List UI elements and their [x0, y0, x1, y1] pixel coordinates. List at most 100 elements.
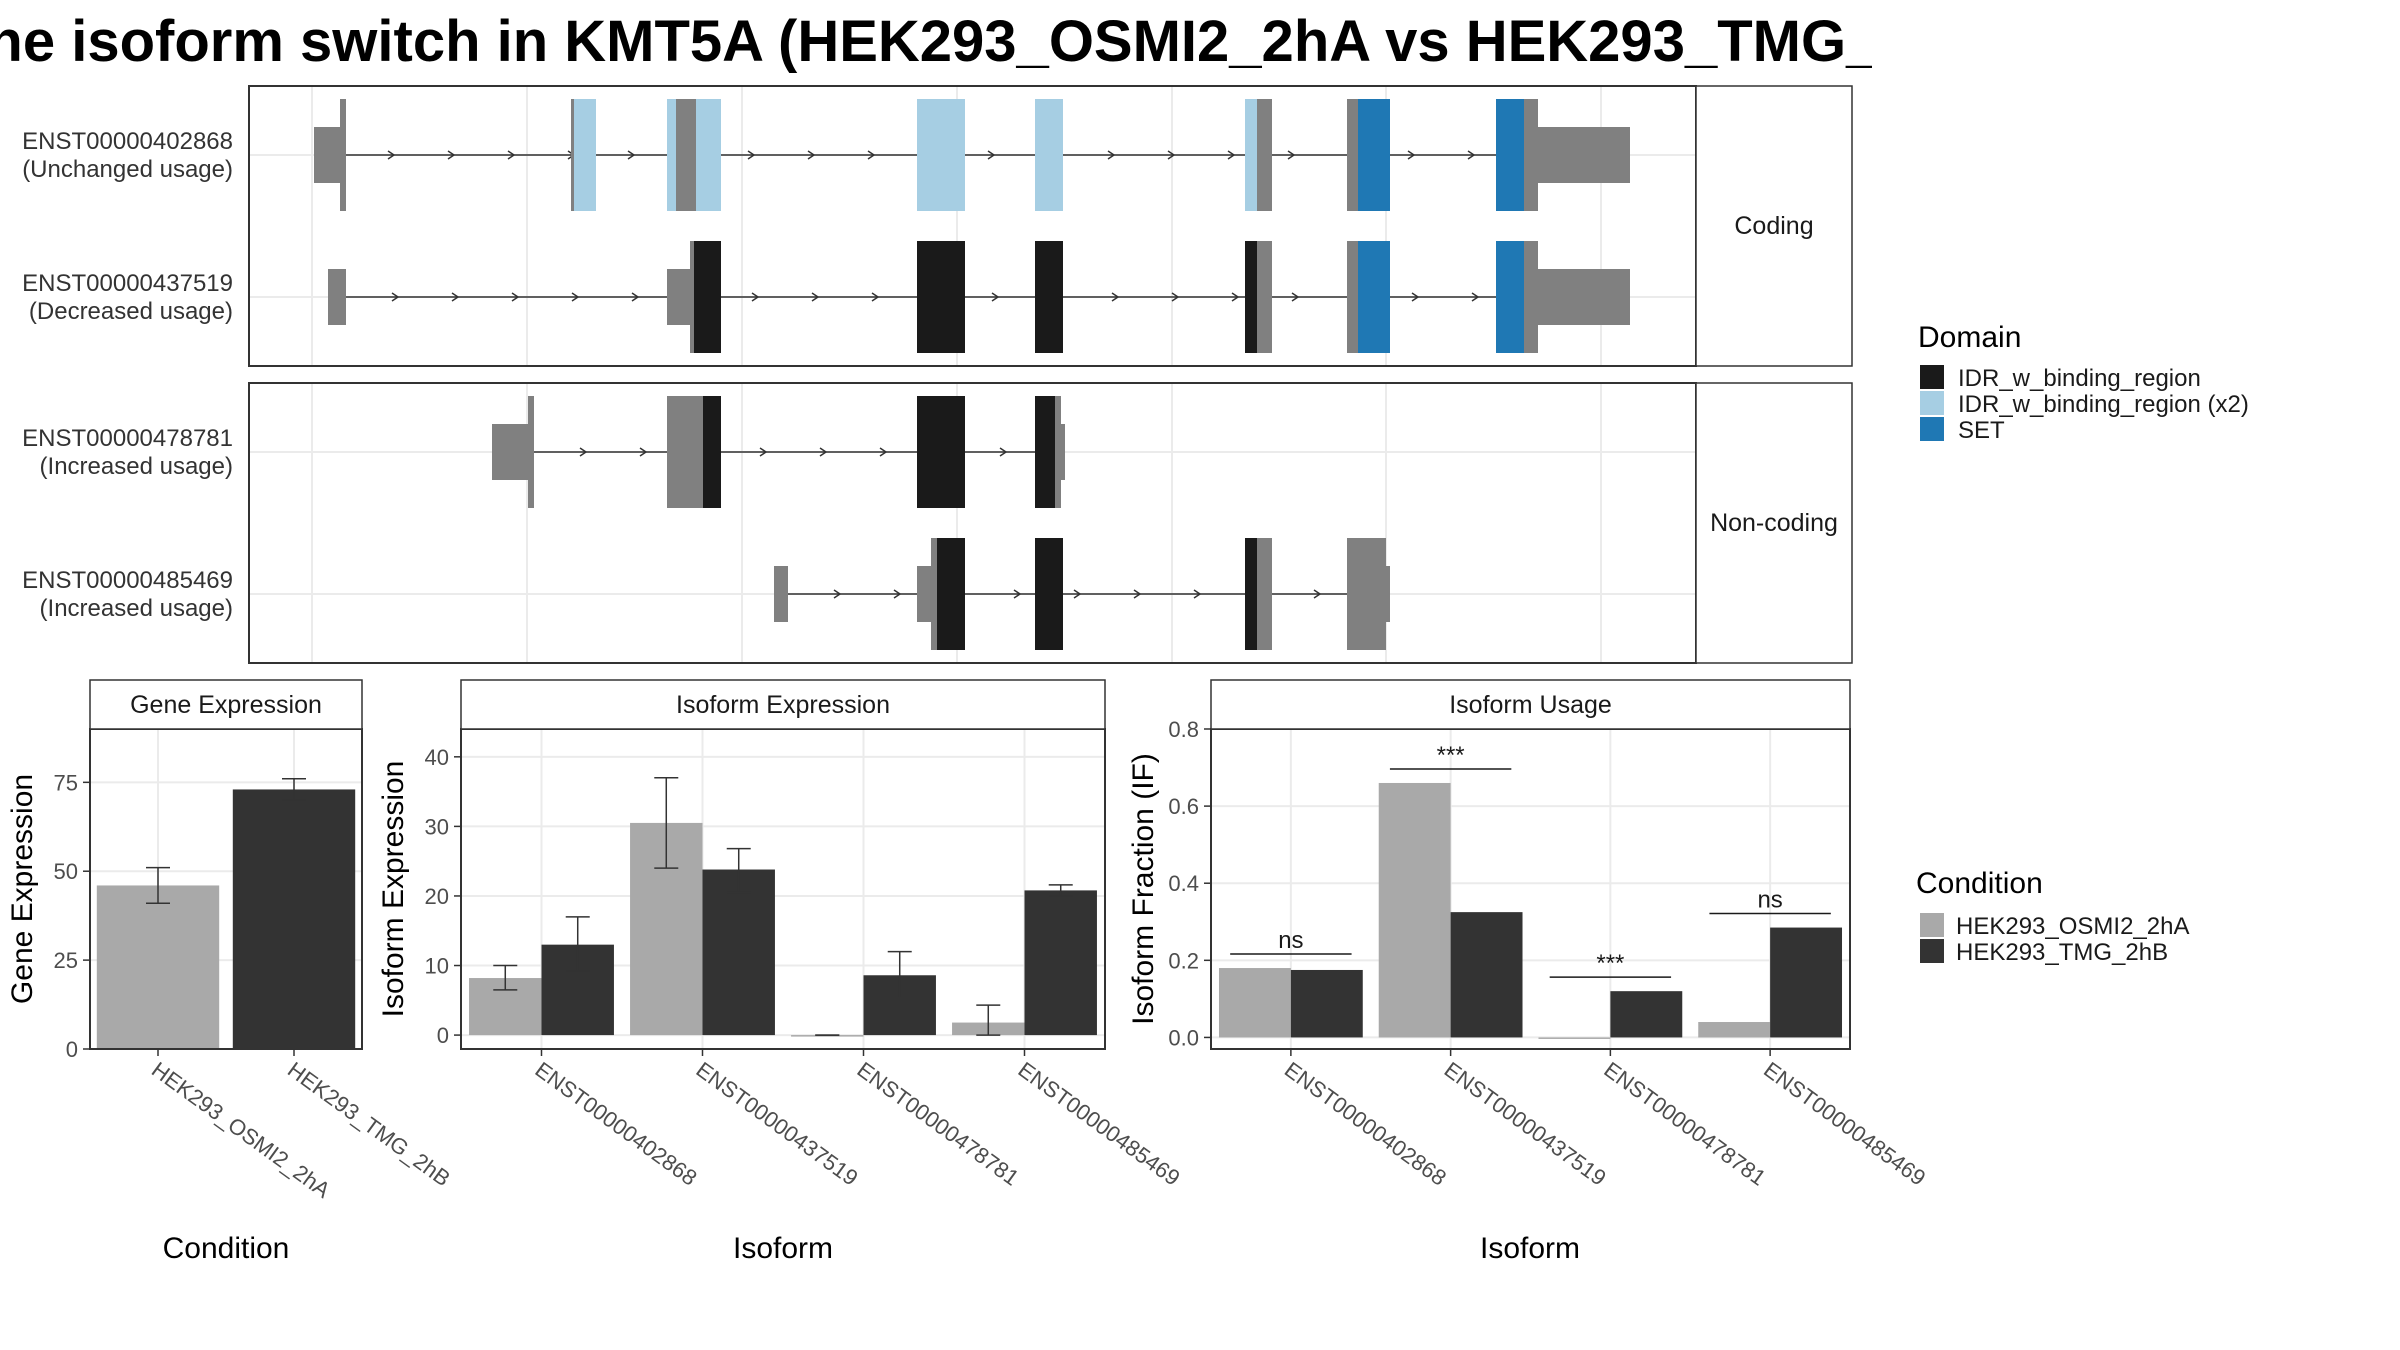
strand-arrow — [511, 292, 520, 302]
y-tick-label: 40 — [425, 745, 449, 770]
facet-strip-coding — [1695, 85, 1853, 367]
strand-arrow — [1467, 150, 1476, 160]
coding-exon — [667, 396, 703, 508]
bar — [232, 789, 356, 1049]
coding-exon — [1257, 538, 1272, 650]
x-tick-label: ENST00000402868 — [1280, 1057, 1451, 1191]
x-axis-title: Isoform — [733, 1232, 833, 1265]
transcript-status-4: (Increased usage) — [40, 595, 233, 622]
bar — [1218, 968, 1291, 1038]
coding-exon — [703, 396, 721, 508]
strand-arrow — [893, 589, 902, 599]
coding-exon — [917, 241, 965, 353]
x-tick-label: ENST00000437519 — [1440, 1057, 1611, 1191]
bar — [702, 869, 775, 1036]
strand-arrow — [999, 447, 1008, 457]
coding-exon — [1496, 241, 1524, 353]
transcript-structure-plot: Coding Non-coding ENST00000402868 (Uncha… — [22, 85, 1853, 664]
x-tick-label: ENST00000478781 — [853, 1057, 1024, 1191]
coding-exon — [1524, 241, 1538, 353]
condition-legend: Condition HEK293_OSMI2_2hA HEK293_TMG_2h… — [1916, 867, 2189, 966]
utr-exon — [917, 566, 931, 622]
strand-arrow — [1193, 589, 1202, 599]
chart-title: Isoform Expression — [676, 691, 890, 719]
significance-label: ns — [1757, 887, 1782, 914]
coding-panel-frame — [248, 85, 1697, 367]
y-tick-label: 10 — [425, 954, 449, 979]
coding-exon — [1496, 99, 1524, 211]
bar — [1770, 927, 1843, 1038]
strand-arrow — [1291, 292, 1300, 302]
significance-label: *** — [1596, 950, 1624, 977]
strand-arrow — [639, 447, 648, 457]
coding-exon — [571, 99, 574, 211]
strand-arrow — [747, 150, 756, 160]
y-tick-label: 0 — [66, 1037, 78, 1062]
strand-arrow — [579, 447, 588, 457]
bar — [1290, 969, 1363, 1038]
y-tick-label: 20 — [425, 884, 449, 909]
coding-exon — [917, 99, 965, 211]
strand-arrow — [807, 150, 816, 160]
strand-arrow — [811, 292, 820, 302]
strand-arrow — [627, 150, 636, 160]
strand-arrow — [1133, 589, 1142, 599]
coding-exon — [1245, 99, 1257, 211]
legend-swatch-set — [1920, 417, 1944, 441]
transcript-label-4: ENST00000485469 — [22, 567, 233, 594]
y-tick-label: 0.4 — [1168, 871, 1199, 896]
legend-label-osmi2: HEK293_OSMI2_2hA — [1956, 913, 2189, 940]
transcript-status-2: (Decreased usage) — [29, 298, 233, 325]
strand-arrow — [1471, 292, 1480, 302]
bar — [96, 885, 220, 1049]
legend-label-idr: IDR_w_binding_region — [1958, 365, 2201, 392]
coding-exon — [937, 538, 965, 650]
coding-exon — [694, 241, 721, 353]
y-tick-label: 0.6 — [1168, 794, 1199, 819]
coding-exon — [1257, 241, 1272, 353]
strand-arrow — [1111, 292, 1120, 302]
coding-exon — [1035, 241, 1063, 353]
x-tick-label: ENST00000485469 — [1759, 1057, 1930, 1191]
strand-arrow — [1013, 589, 1022, 599]
utr-exon — [667, 269, 690, 325]
strand-arrow — [1313, 589, 1322, 599]
coding-exon — [1358, 99, 1390, 211]
condition-legend-title: Condition — [1916, 867, 2043, 900]
coding-exon — [1358, 241, 1390, 353]
strand-arrow — [819, 447, 828, 457]
utr-exon — [1061, 424, 1065, 480]
coding-exon — [1524, 99, 1538, 211]
chart-title: Gene Expression — [130, 691, 322, 719]
coding-exon — [1055, 396, 1061, 508]
x-axis-title: Condition — [163, 1232, 290, 1265]
y-tick-label: 75 — [54, 770, 78, 795]
legend-swatch-tmg — [1920, 939, 1944, 963]
strand-arrow — [879, 447, 888, 457]
y-tick-label: 30 — [425, 814, 449, 839]
coding-exon — [1257, 99, 1272, 211]
coding-exon — [1347, 99, 1358, 211]
bar-chart-panel: Isoform Expression 0 10 20 30 40 ENST000004028… — [377, 679, 1185, 1265]
coding-exon — [696, 99, 721, 211]
strand-arrow — [1107, 150, 1116, 160]
bar — [1450, 912, 1523, 1038]
coding-exon — [917, 396, 965, 508]
strand-arrow — [759, 447, 768, 457]
transcript-label-1: ENST00000402868 — [22, 128, 233, 155]
strand-arrow — [631, 292, 640, 302]
strand-arrow — [867, 150, 876, 160]
strand-arrow — [447, 150, 456, 160]
strand-arrow — [1411, 292, 1420, 302]
utr-exon — [774, 566, 788, 622]
y-tick-label: 0 — [437, 1023, 449, 1048]
chart-strip — [1210, 679, 1851, 730]
legend-label-tmg: HEK293_TMG_2hB — [1956, 939, 2168, 966]
strand-arrow — [451, 292, 460, 302]
coding-exon — [1035, 538, 1063, 650]
facet-strip-noncoding — [1695, 382, 1853, 664]
legend-label-set: SET — [1958, 417, 2005, 444]
transcript-label-2: ENST00000437519 — [22, 270, 233, 297]
y-axis-title: Isoform Expression — [377, 761, 410, 1018]
